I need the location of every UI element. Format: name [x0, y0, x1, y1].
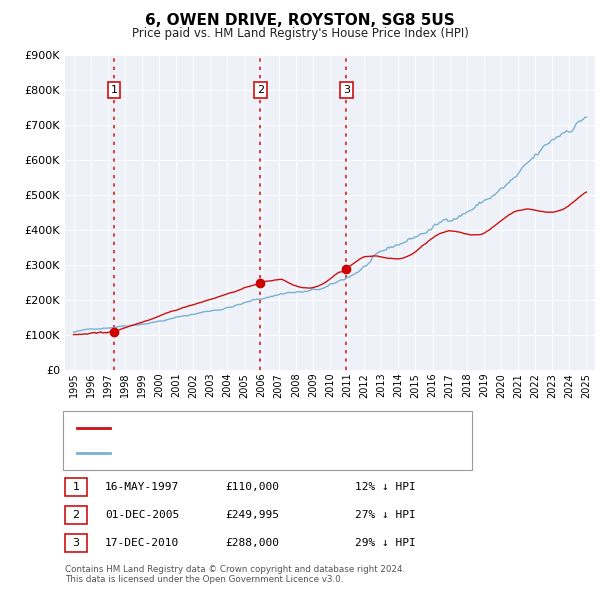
Text: 27% ↓ HPI: 27% ↓ HPI	[355, 510, 416, 520]
Text: 29% ↓ HPI: 29% ↓ HPI	[355, 538, 416, 548]
Text: 1: 1	[110, 85, 118, 95]
Text: Price paid vs. HM Land Registry's House Price Index (HPI): Price paid vs. HM Land Registry's House …	[131, 27, 469, 40]
Text: 2: 2	[73, 510, 80, 520]
Text: Contains HM Land Registry data © Crown copyright and database right 2024.
This d: Contains HM Land Registry data © Crown c…	[65, 565, 405, 585]
Text: 6, OWEN DRIVE, ROYSTON, SG8 5US: 6, OWEN DRIVE, ROYSTON, SG8 5US	[145, 13, 455, 28]
Text: 1: 1	[73, 482, 79, 492]
Text: 2: 2	[257, 85, 264, 95]
Text: 6, OWEN DRIVE, ROYSTON, SG8 5US (detached house): 6, OWEN DRIVE, ROYSTON, SG8 5US (detache…	[116, 423, 400, 433]
Text: 3: 3	[73, 538, 79, 548]
Text: 12% ↓ HPI: 12% ↓ HPI	[355, 482, 416, 492]
Text: 3: 3	[343, 85, 350, 95]
Text: 17-DEC-2010: 17-DEC-2010	[105, 538, 179, 548]
Text: 01-DEC-2005: 01-DEC-2005	[105, 510, 179, 520]
Text: £288,000: £288,000	[225, 538, 279, 548]
Text: HPI: Average price, detached house, North Hertfordshire: HPI: Average price, detached house, Nort…	[116, 448, 410, 458]
Text: 16-MAY-1997: 16-MAY-1997	[105, 482, 179, 492]
Text: £249,995: £249,995	[225, 510, 279, 520]
Text: £110,000: £110,000	[225, 482, 279, 492]
